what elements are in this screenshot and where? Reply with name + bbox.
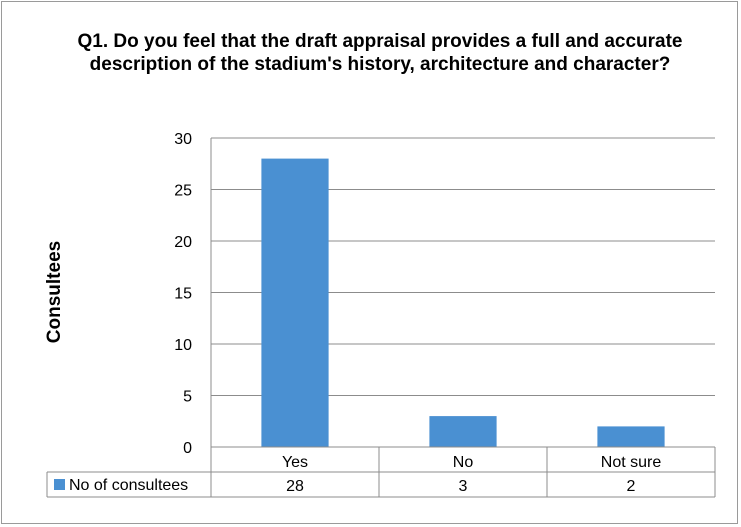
y-tick-label: 20 (174, 234, 192, 251)
bar (429, 416, 497, 447)
table-value: 2 (627, 478, 636, 495)
chart-title: Q1. Do you feel that the draft appraisal… (77, 31, 683, 75)
bar (597, 426, 665, 447)
x-category-label: Not sure (601, 454, 662, 471)
y-tick-label: 5 (183, 389, 192, 406)
bar (261, 158, 329, 447)
table-value: 28 (286, 478, 304, 495)
legend-key (54, 479, 65, 490)
table-value: 3 (459, 478, 468, 495)
y-tick-label: 10 (174, 337, 192, 354)
legend-series-name: No of consultees (69, 477, 188, 494)
y-tick-label: 15 (174, 286, 192, 303)
x-category-label: No (453, 454, 474, 471)
x-category-label: Yes (282, 454, 308, 471)
y-tick-label: 0 (183, 440, 192, 457)
y-tick-label: 30 (174, 131, 192, 148)
y-tick-label: 25 (174, 183, 192, 200)
